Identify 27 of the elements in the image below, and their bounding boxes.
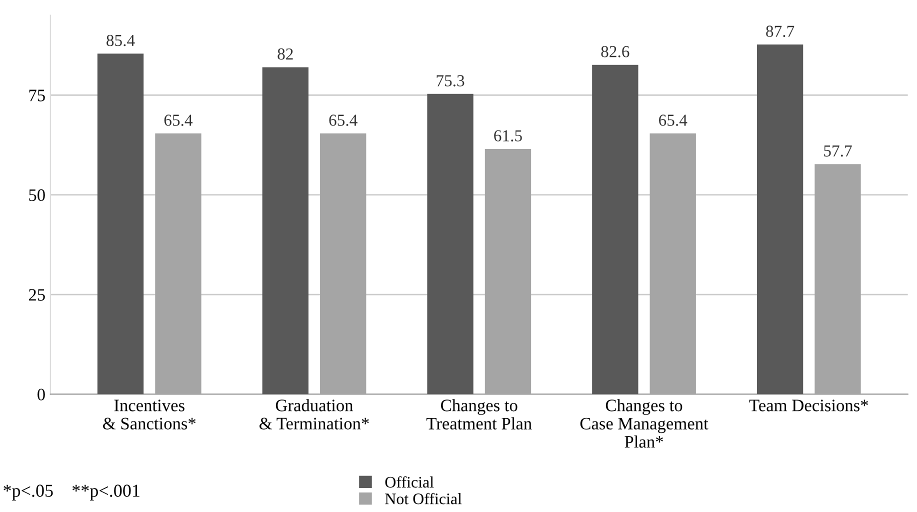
data-label: 87.7: [766, 26, 794, 37]
legend-label: Official: [385, 476, 434, 488]
data-label: 65.4: [164, 114, 193, 126]
bar: [592, 64, 638, 394]
y-tick-label: 0: [38, 388, 45, 400]
bar: [262, 67, 308, 394]
x-tick-label: Changes to Case Management Plan*: [580, 399, 708, 448]
y-tick-label: 50: [29, 189, 45, 202]
x-tick-label: Team Decisions*: [749, 400, 868, 412]
data-label: 65.4: [329, 114, 358, 126]
legend-label: Not Official: [385, 492, 462, 504]
bar: [756, 44, 804, 394]
data-label: 85.4: [106, 34, 135, 46]
x-tick-label: Changes to Treatment Plan: [426, 399, 532, 430]
data-label: 82: [278, 48, 293, 60]
data-label: 82.6: [601, 46, 630, 58]
text: *p<.05 **p<.001: [4, 484, 140, 500]
data-label: 75.3: [436, 75, 464, 86]
x-tick-label: Incentives & Sanctions*: [103, 400, 196, 430]
y-tick-label: 75: [29, 90, 45, 102]
data-label: 61.5: [494, 130, 522, 142]
bar: [427, 94, 474, 394]
x-tick-label: Graduation & Termination*: [260, 399, 369, 430]
data-label: 57.7: [824, 145, 852, 157]
data-label: 65.4: [659, 114, 688, 126]
y-tick-label: 25: [28, 289, 45, 301]
bar: [97, 54, 144, 394]
